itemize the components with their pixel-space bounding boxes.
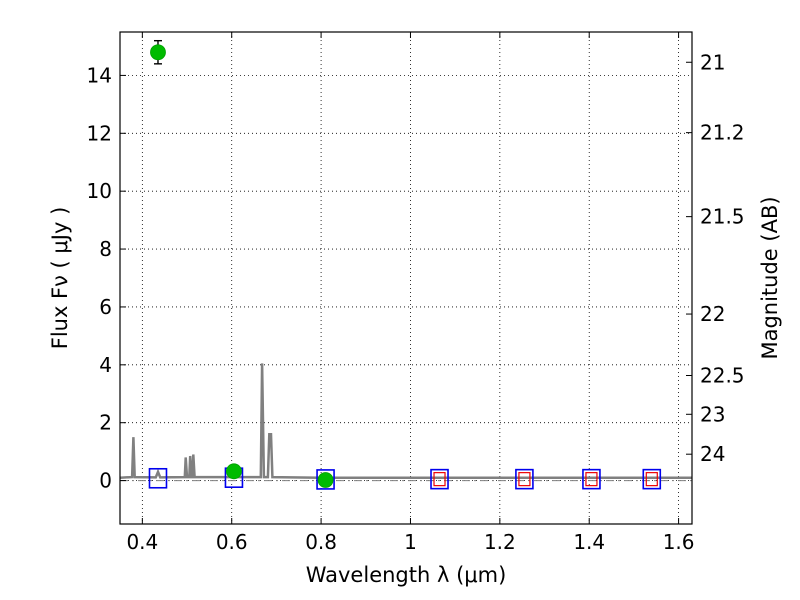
model-flux-box (430, 468, 449, 490)
magnitude-tick-label: 23 (700, 402, 725, 426)
upper-limits-group (433, 472, 658, 487)
sed-model-curve (119, 363, 692, 479)
y-tick-label: 10 (87, 179, 112, 203)
magnitude-tick-label: 22 (700, 302, 725, 326)
observed-flux-point (317, 472, 334, 488)
y-tick-label: 2 (99, 411, 112, 435)
y-tick-label: 6 (99, 295, 112, 319)
x-tick-label: 0.8 (305, 530, 337, 554)
upper-limit-marker (645, 472, 658, 487)
x-tick-label: 0.6 (216, 530, 248, 554)
x-tick-label: 1.6 (663, 530, 695, 554)
y-tick-label: 4 (99, 353, 112, 377)
magnitude-tick-label: 21 (700, 50, 725, 74)
sed-curve-group (119, 363, 692, 479)
observed-flux-point (150, 44, 166, 61)
x-tick-label: 1 (404, 530, 417, 554)
observed-points-group (150, 39, 334, 488)
y-axis-label: Flux Fν ( μJy ) (48, 207, 72, 350)
upper-limit-marker (518, 472, 531, 487)
magnitude-tick-label: 21.5 (700, 205, 745, 229)
y-axis-right: 21 21.2 21.5 22 22.5 23 24 (686, 50, 745, 466)
plot-frame (119, 31, 693, 525)
x-axis: 0.4 0.6 0.8 1 1.2 1.4 1.6 (126, 32, 695, 554)
y-tick-label: 14 (87, 63, 112, 87)
y-tick-label: 8 (99, 237, 112, 261)
model-flux-box (642, 468, 662, 490)
observed-flux-point (226, 463, 242, 480)
model-flux-box (148, 467, 168, 489)
magnitude-tick-label: 22.5 (700, 364, 745, 388)
y-axis-left: 0 2 4 6 8 10 12 14 (87, 63, 126, 493)
x-axis-label: Wavelength λ (μm) (306, 563, 507, 587)
model-flux-box (582, 468, 601, 490)
x-tick-label: 1.2 (484, 530, 516, 554)
upper-limit-marker (433, 472, 446, 487)
upper-limit-marker (585, 472, 598, 487)
y-tick-label: 12 (87, 121, 112, 145)
y-tick-label: 0 (99, 469, 112, 493)
model-flux-box (515, 468, 534, 490)
x-tick-label: 0.4 (126, 530, 158, 554)
x-tick-label: 1.4 (573, 530, 605, 554)
grid-lines (120, 32, 692, 524)
model-flux-box (316, 469, 335, 490)
y-axis-right-label: Magnitude (AB) (758, 196, 782, 359)
magnitude-tick-label: 21.2 (700, 121, 745, 145)
magnitude-tick-label: 24 (700, 442, 725, 466)
